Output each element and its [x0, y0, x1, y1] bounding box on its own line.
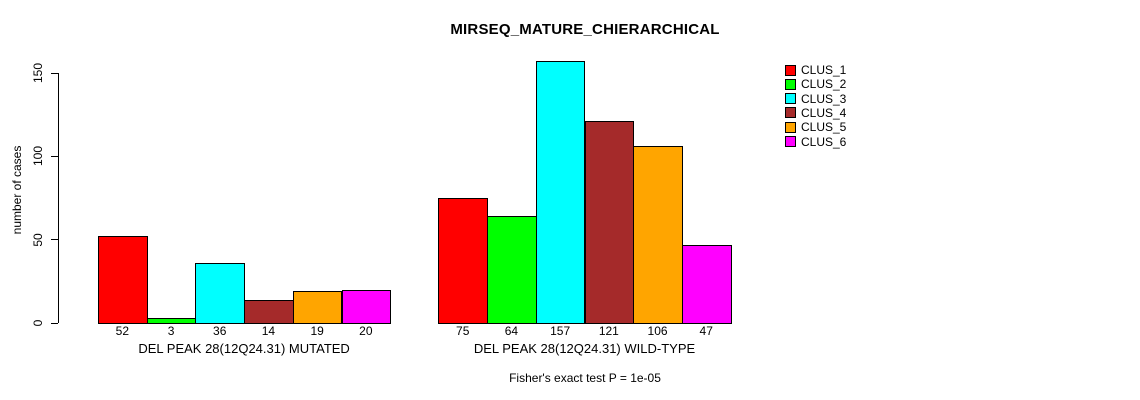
bar-value-label-clus_3-group2: 157 [550, 324, 571, 338]
bar-clus_4-group2 [584, 121, 635, 324]
y-tick-label-150: 150 [31, 62, 45, 84]
bar-value-label-clus_3-group1: 36 [213, 324, 227, 338]
bar-clus_5-group2 [633, 146, 683, 324]
chart-title: MIRSEQ_MATURE_CHIERARCHICAL [450, 21, 720, 38]
y-tick-label-0: 0 [31, 319, 45, 327]
legend-item-clus_1: CLUS_1 [785, 64, 846, 76]
y-tick-label-50: 50 [31, 232, 45, 247]
group-label-2: DEL PEAK 28(12Q24.31) WILD-TYPE [473, 341, 696, 356]
bar-value-label-clus_6-group2: 47 [699, 324, 713, 338]
y-axis-label: number of cases [10, 145, 24, 235]
y-tick-50 [51, 239, 58, 241]
bar-value-label-clus_2-group2: 64 [504, 324, 519, 338]
legend-item-clus_4: CLUS_4 [785, 107, 846, 119]
legend-label-clus_3: CLUS_3 [801, 91, 847, 106]
bar-clus_2-group2 [487, 216, 537, 324]
bar-clus_1-group2 [438, 198, 489, 324]
bar-value-label-clus_4-group1: 14 [261, 324, 276, 338]
bar-value-label-clus_2-group1: 3 [167, 324, 175, 338]
bar-value-label-clus_5-group2: 106 [647, 324, 668, 338]
legend-label-clus_2: CLUS_2 [801, 77, 847, 92]
legend-label-clus_1: CLUS_1 [801, 63, 847, 77]
bar-value-label-clus_6-group1: 20 [359, 324, 373, 338]
legend-label-clus_6: CLUS_6 [801, 134, 847, 149]
bar-value-label-clus_1-group2: 75 [456, 324, 470, 338]
legend-label-clus_4: CLUS_4 [801, 105, 847, 120]
bar-clus_6-group2 [681, 244, 732, 324]
legend-label-clus_5: CLUS_5 [801, 120, 847, 135]
bar-value-label-clus_4-group2: 121 [598, 324, 619, 338]
y-tick-100 [51, 155, 58, 157]
y-tick-0 [51, 322, 58, 324]
bar-clus_4-group1 [244, 299, 294, 324]
legend-item-clus_5: CLUS_5 [785, 121, 846, 133]
bar-clus_6-group1 [341, 289, 392, 324]
group-label-1: DEL PEAK 28(12Q24.31) MUTATED [138, 341, 350, 356]
bar-value-label-clus_1-group1: 52 [115, 324, 130, 338]
y-axis-line [58, 73, 59, 323]
bar-clus_3-group2 [535, 61, 586, 324]
legend-item-clus_6: CLUS_6 [785, 136, 846, 148]
legend-swatch-icon-clus_3 [785, 93, 796, 105]
bar-value-label-clus_5-group1: 19 [310, 324, 324, 338]
footnote: Fisher's exact test P = 1e-05 [509, 371, 661, 385]
legend-swatch-icon-clus_1 [785, 64, 796, 76]
bar-clus_1-group1 [98, 236, 148, 324]
legend-swatch-icon-clus_4 [785, 107, 796, 119]
legend-swatch-icon-clus_5 [785, 121, 796, 133]
y-tick-150 [51, 72, 58, 74]
legend-swatch-icon-clus_6 [785, 136, 796, 147]
y-tick-label-100: 100 [31, 146, 45, 167]
legend-item-clus_2: CLUS_2 [785, 78, 846, 90]
legend-item-clus_3: CLUS_3 [785, 93, 846, 105]
bar-clus_5-group1 [292, 291, 343, 324]
legend-swatch-icon-clus_2 [785, 78, 796, 90]
bar-clus_3-group1 [195, 263, 246, 324]
